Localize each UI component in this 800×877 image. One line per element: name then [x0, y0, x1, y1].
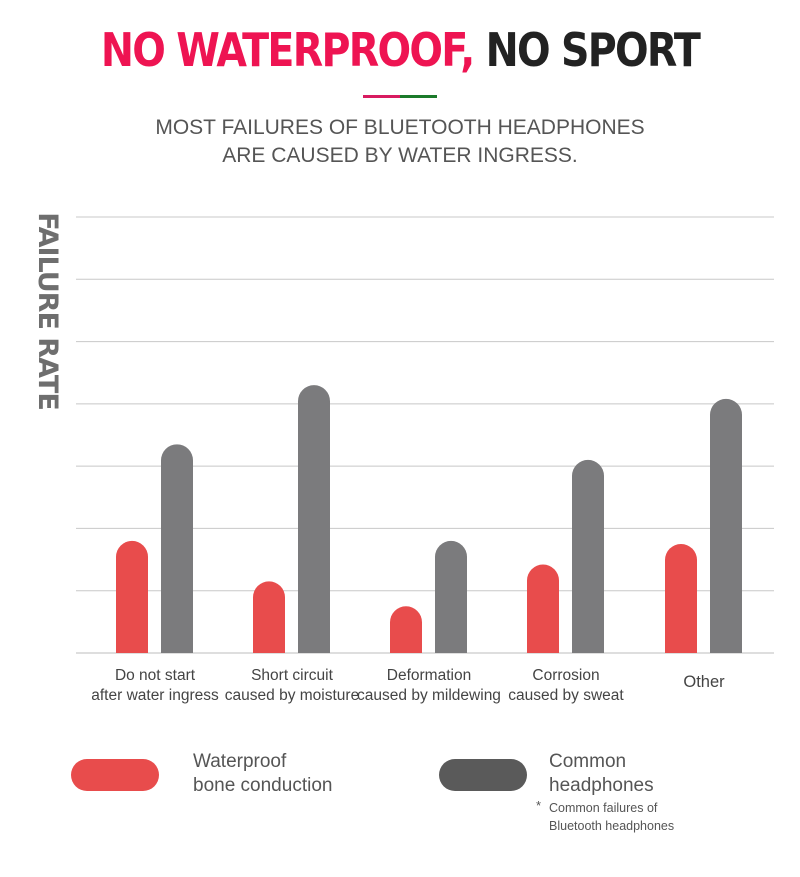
x-tick-label-line: Other	[683, 673, 725, 691]
x-tick-label-line: Deformation	[386, 667, 472, 684]
subtitle: MOST FAILURES OF BLUETOOTH HEADPHONES AR…	[0, 114, 800, 170]
subtitle-line-2: ARE CAUSED BY WATER INGRESS.	[222, 144, 578, 167]
bar-waterproof-2	[253, 581, 285, 653]
bar-waterproof-3	[390, 606, 422, 653]
legend-label-common: Common headphones	[549, 750, 654, 798]
bar-waterproof-5	[665, 544, 697, 653]
x-tick-label: Deformation caused by mildewing	[354, 666, 504, 706]
legend-common-line-2: headphones	[549, 775, 654, 796]
footnote-line-1: Common failures of	[549, 801, 658, 815]
divider-left	[363, 95, 400, 98]
x-tick-label-line: caused by sweat	[508, 687, 624, 704]
x-tick-label: Short circuit caused by moisture	[217, 666, 367, 706]
x-tick-label-line: Corrosion	[532, 667, 600, 684]
footnote-line-2: Bluetooth headphones	[549, 819, 675, 833]
x-tick-label: Do not start after water ingress	[80, 666, 230, 706]
bar-common-1	[161, 444, 193, 653]
title-divider	[363, 95, 437, 98]
divider-right	[400, 95, 437, 98]
x-tick-label-line: after water ingress	[91, 687, 219, 704]
legend-swatch-common	[439, 759, 527, 791]
bar-common-4	[572, 459, 604, 653]
title-rest: NO SPORT	[473, 23, 701, 77]
legend-swatch-waterproof	[71, 759, 159, 791]
legend-label-waterproof: Waterproof bone conduction	[193, 750, 332, 798]
bar-common-2	[298, 385, 330, 653]
bar-common-5	[710, 398, 742, 653]
footnote-asterisk: *	[536, 798, 542, 813]
x-tick-label-line: Do not start	[114, 667, 196, 684]
footnote: * Common failures of Bluetooth headphone…	[536, 798, 675, 835]
x-tick-label-line: Short circuit	[251, 667, 333, 684]
legend-common-line-1: Common	[549, 751, 627, 772]
legend-waterproof-line-2: bone conduction	[193, 775, 333, 796]
x-tick-label-line: caused by mildewing	[357, 687, 501, 704]
x-tick-label: Corrosion caused by sweat	[491, 666, 641, 706]
legend-waterproof-line-1: Waterproof	[193, 751, 287, 772]
x-tick-label-line: caused by moisture	[224, 687, 360, 704]
title-accent: NO WATERPROOF,	[100, 23, 475, 77]
x-tick-label: Other	[629, 672, 779, 692]
bar-waterproof-4	[527, 564, 559, 653]
bar-waterproof-1	[116, 540, 148, 653]
bar-common-3	[435, 540, 467, 653]
page-title: NO WATERPROOF, NO SPORT	[56, 22, 744, 78]
subtitle-line-1: MOST FAILURES OF BLUETOOTH HEADPHONES	[155, 116, 645, 139]
